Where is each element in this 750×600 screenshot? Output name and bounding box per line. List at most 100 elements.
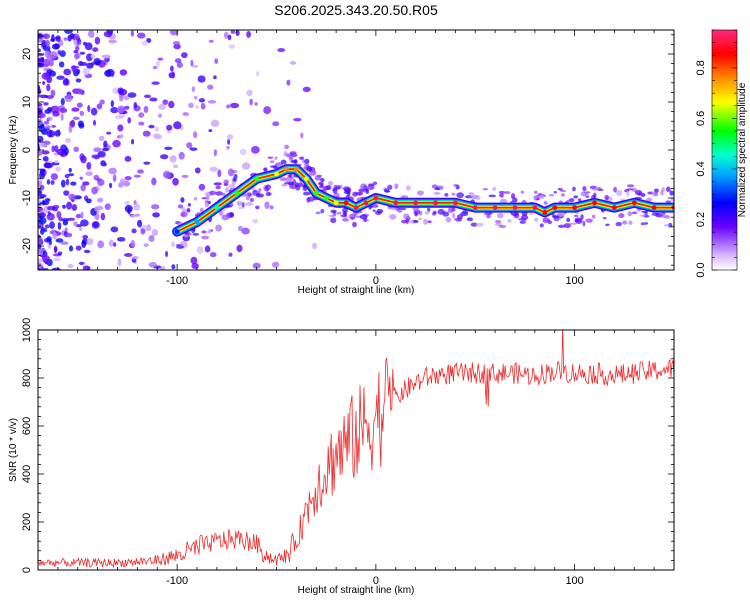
noise-blob <box>68 173 75 177</box>
noise-blob <box>96 177 102 182</box>
noise-blob <box>251 145 260 154</box>
ridge-point <box>323 195 329 201</box>
y-tick-label: 800 <box>21 369 33 387</box>
noise-blob <box>235 30 240 36</box>
halo-blob <box>183 234 189 238</box>
halo-blob <box>663 224 670 227</box>
ridge-point <box>174 229 180 235</box>
halo-blob <box>470 194 478 199</box>
noise-blob <box>103 162 107 167</box>
halo-blob <box>274 156 278 160</box>
noise-blob <box>113 242 117 247</box>
noise-blob <box>56 129 61 135</box>
noise-blob <box>197 75 206 83</box>
halo-blob <box>486 214 491 219</box>
halo-blob <box>388 213 397 220</box>
noise-blob <box>47 107 53 112</box>
noise-blob <box>45 125 51 129</box>
halo-blob <box>572 186 576 192</box>
spectrogram-frame <box>37 29 675 271</box>
colorbar-tick-label: 0.2 <box>695 212 707 227</box>
noise-blob <box>226 134 234 140</box>
ridge-point <box>512 205 518 211</box>
halo-blob <box>298 182 304 188</box>
halo-blob <box>394 183 399 190</box>
noise-blob <box>180 197 185 203</box>
noise-blob <box>117 258 122 267</box>
noise-blob <box>44 224 50 229</box>
ridge-point <box>343 200 349 206</box>
noise-blob <box>71 107 80 112</box>
noise-blob <box>133 101 138 109</box>
noise-blob <box>124 176 132 181</box>
noise-blob <box>226 104 231 109</box>
halo-blob <box>634 190 643 196</box>
halo-blob <box>318 181 324 186</box>
noise-blob <box>172 177 179 186</box>
noise-blob <box>177 204 184 209</box>
noise-blob <box>50 180 55 185</box>
halo-blob <box>403 213 410 220</box>
halo-blob <box>301 159 306 163</box>
noise-blob <box>52 231 58 240</box>
noise-blob <box>110 100 115 108</box>
noise-blob <box>41 150 50 155</box>
halo-blob <box>602 217 607 220</box>
noise-blob <box>60 179 66 188</box>
spectrogram-marks <box>38 30 674 270</box>
halo-blob <box>347 191 351 197</box>
noise-blob <box>41 113 46 118</box>
noise-blob <box>38 102 43 107</box>
noise-blob <box>54 160 59 164</box>
noise-blob <box>64 173 70 179</box>
halo-blob <box>447 207 454 214</box>
halo-blob <box>281 183 288 187</box>
noise-blob <box>63 232 73 238</box>
noise-blob <box>38 192 42 198</box>
noise-blob <box>60 144 68 152</box>
ridge-point <box>353 205 359 211</box>
noise-blob <box>131 228 137 234</box>
halo-blob <box>255 192 261 198</box>
halo-blob <box>223 179 229 185</box>
halo-blob <box>405 185 411 191</box>
noise-blob <box>124 155 132 162</box>
noise-blob <box>46 69 54 74</box>
noise-blob <box>59 108 68 113</box>
noise-blob <box>213 182 222 186</box>
halo-blob <box>553 217 560 222</box>
noise-blob <box>76 68 81 75</box>
noise-blob <box>172 41 181 45</box>
noise-blob <box>82 234 89 240</box>
noise-blob <box>38 58 45 63</box>
halo-blob <box>315 211 321 215</box>
noise-blob <box>68 167 72 173</box>
noise-blob <box>201 235 210 240</box>
noise-blob <box>252 262 261 269</box>
noise-blob <box>186 142 193 149</box>
halo-blob <box>575 218 583 224</box>
noise-blob <box>286 79 291 86</box>
noise-blob <box>133 203 141 211</box>
halo-blob <box>631 187 637 192</box>
halo-blob <box>533 195 539 200</box>
noise-blob <box>49 221 55 229</box>
noise-blob <box>119 178 126 186</box>
halo-blob <box>557 224 565 228</box>
noise-blob <box>38 135 44 144</box>
halo-blob <box>333 184 338 190</box>
noise-blob <box>73 221 78 227</box>
halo-blob <box>539 223 544 228</box>
noise-blob <box>230 102 240 109</box>
noise-blob <box>43 162 51 169</box>
noise-blob <box>41 72 51 80</box>
noise-blob <box>38 262 43 269</box>
halo-blob <box>336 211 342 215</box>
noise-blob <box>46 213 55 221</box>
halo-blob <box>423 218 428 225</box>
halo-blob <box>330 209 337 214</box>
halo-blob <box>207 229 212 234</box>
noise-blob <box>142 130 151 137</box>
noise-blob <box>204 245 211 253</box>
